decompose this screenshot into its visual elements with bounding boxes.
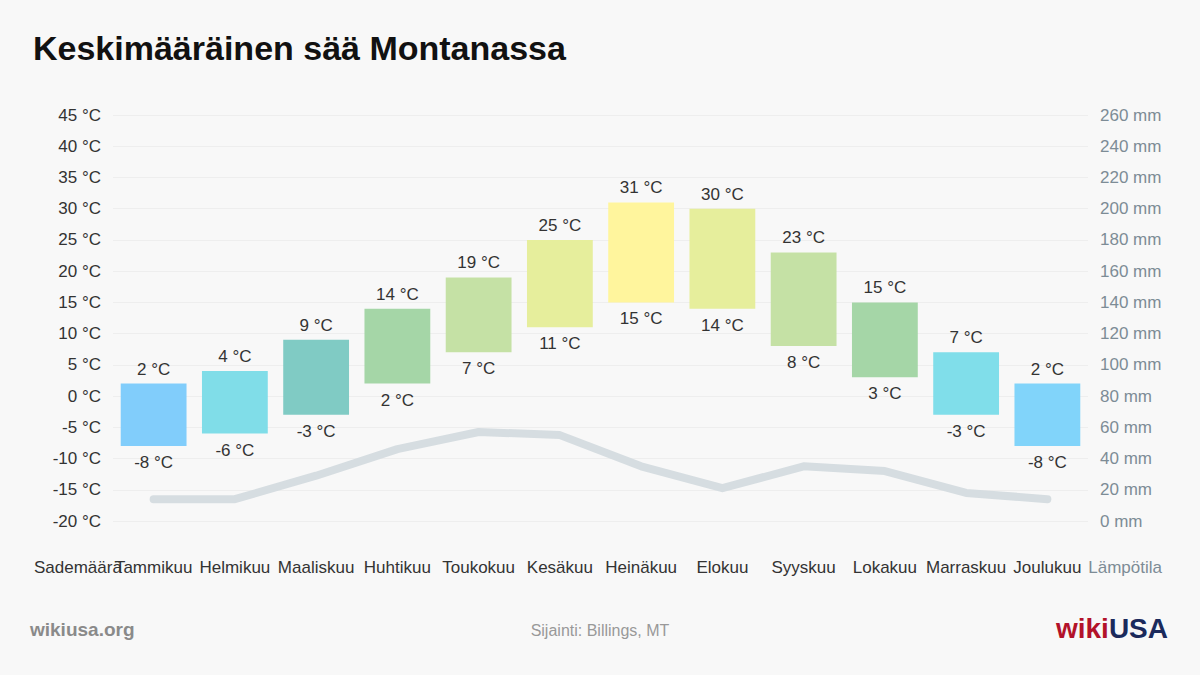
svg-text:100 mm: 100 mm [1100,355,1161,374]
svg-text:Toukokuu: Toukokuu [442,558,515,577]
svg-text:25 °C: 25 °C [58,230,101,249]
svg-text:25 °C: 25 °C [539,216,582,235]
svg-text:14 °C: 14 °C [376,285,419,304]
svg-text:2 °C: 2 °C [137,360,170,379]
svg-text:200 mm: 200 mm [1100,199,1161,218]
svg-text:40 °C: 40 °C [58,137,101,156]
svg-text:5 °C: 5 °C [68,355,101,374]
svg-text:Syyskuu: Syyskuu [772,558,836,577]
svg-text:180 mm: 180 mm [1100,230,1161,249]
svg-text:80 mm: 80 mm [1100,387,1152,406]
svg-text:31 °C: 31 °C [620,178,663,197]
svg-text:15 °C: 15 °C [58,293,101,312]
svg-text:0 mm: 0 mm [1100,512,1143,531]
svg-text:-15 °C: -15 °C [53,480,101,499]
svg-text:60 mm: 60 mm [1100,418,1152,437]
svg-text:120 mm: 120 mm [1100,324,1161,343]
svg-text:9 °C: 9 °C [299,316,332,335]
svg-text:11 °C: 11 °C [539,334,580,353]
svg-text:23 °C: 23 °C [782,228,825,247]
svg-text:-10 °C: -10 °C [53,449,101,468]
svg-text:-8 °C: -8 °C [1028,453,1067,472]
svg-text:Sademäärä: Sademäärä [34,558,122,577]
svg-text:Lokakuu: Lokakuu [853,558,917,577]
svg-text:160 mm: 160 mm [1100,262,1161,281]
svg-text:USA: USA [1109,613,1168,644]
svg-text:4 °C: 4 °C [218,347,251,366]
svg-text:19 °C: 19 °C [457,253,500,272]
svg-text:Joulukuu: Joulukuu [1013,558,1081,577]
svg-text:0 °C: 0 °C [68,387,101,406]
svg-text:-5 °C: -5 °C [62,418,101,437]
svg-text:Marraskuu: Marraskuu [926,558,1006,577]
svg-text:220 mm: 220 mm [1100,168,1161,187]
svg-text:-3 °C: -3 °C [947,422,986,441]
svg-text:-3 °C: -3 °C [297,422,336,441]
svg-text:14 °C: 14 °C [701,316,744,335]
svg-text:2 °C: 2 °C [1031,360,1064,379]
svg-text:Tammikuu: Tammikuu [115,558,192,577]
svg-text:Helmikuu: Helmikuu [199,558,270,577]
svg-text:260 mm: 260 mm [1100,106,1161,125]
svg-text:Kesäkuu: Kesäkuu [527,558,593,577]
svg-text:15 °C: 15 °C [620,309,663,328]
svg-text:-6 °C: -6 °C [215,441,254,460]
svg-text:8 °C: 8 °C [787,353,820,372]
svg-text:Keskimääräinen sää Montanassa: Keskimääräinen sää Montanassa [33,29,567,67]
svg-text:20 °C: 20 °C [58,262,101,281]
svg-text:15 °C: 15 °C [864,278,907,297]
svg-text:240 mm: 240 mm [1100,137,1161,156]
svg-text:140 mm: 140 mm [1100,293,1161,312]
svg-text:45 °C: 45 °C [58,106,101,125]
svg-text:wikiusa.org: wikiusa.org [29,619,135,640]
svg-text:-20 °C: -20 °C [53,512,101,531]
svg-text:7 °C: 7 °C [462,359,495,378]
svg-text:Sijainti: Billings, MT: Sijainti: Billings, MT [531,622,670,639]
svg-text:Maaliskuu: Maaliskuu [278,558,355,577]
svg-text:35 °C: 35 °C [58,168,101,187]
svg-text:3 °C: 3 °C [868,384,901,403]
svg-text:10 °C: 10 °C [58,324,101,343]
svg-text:Elokuu: Elokuu [696,558,748,577]
svg-text:7 °C: 7 °C [949,328,982,347]
svg-text:30 °C: 30 °C [701,185,744,204]
svg-text:40 mm: 40 mm [1100,449,1152,468]
svg-text:30 °C: 30 °C [58,199,101,218]
svg-text:Heinäkuu: Heinäkuu [605,558,677,577]
svg-text:2 °C: 2 °C [381,391,414,410]
svg-text:Huhtikuu: Huhtikuu [364,558,431,577]
svg-text:wiki: wiki [1055,613,1109,644]
svg-text:Lämpötila: Lämpötila [1088,558,1162,577]
svg-text:20 mm: 20 mm [1100,480,1152,499]
svg-text:-8 °C: -8 °C [134,453,173,472]
